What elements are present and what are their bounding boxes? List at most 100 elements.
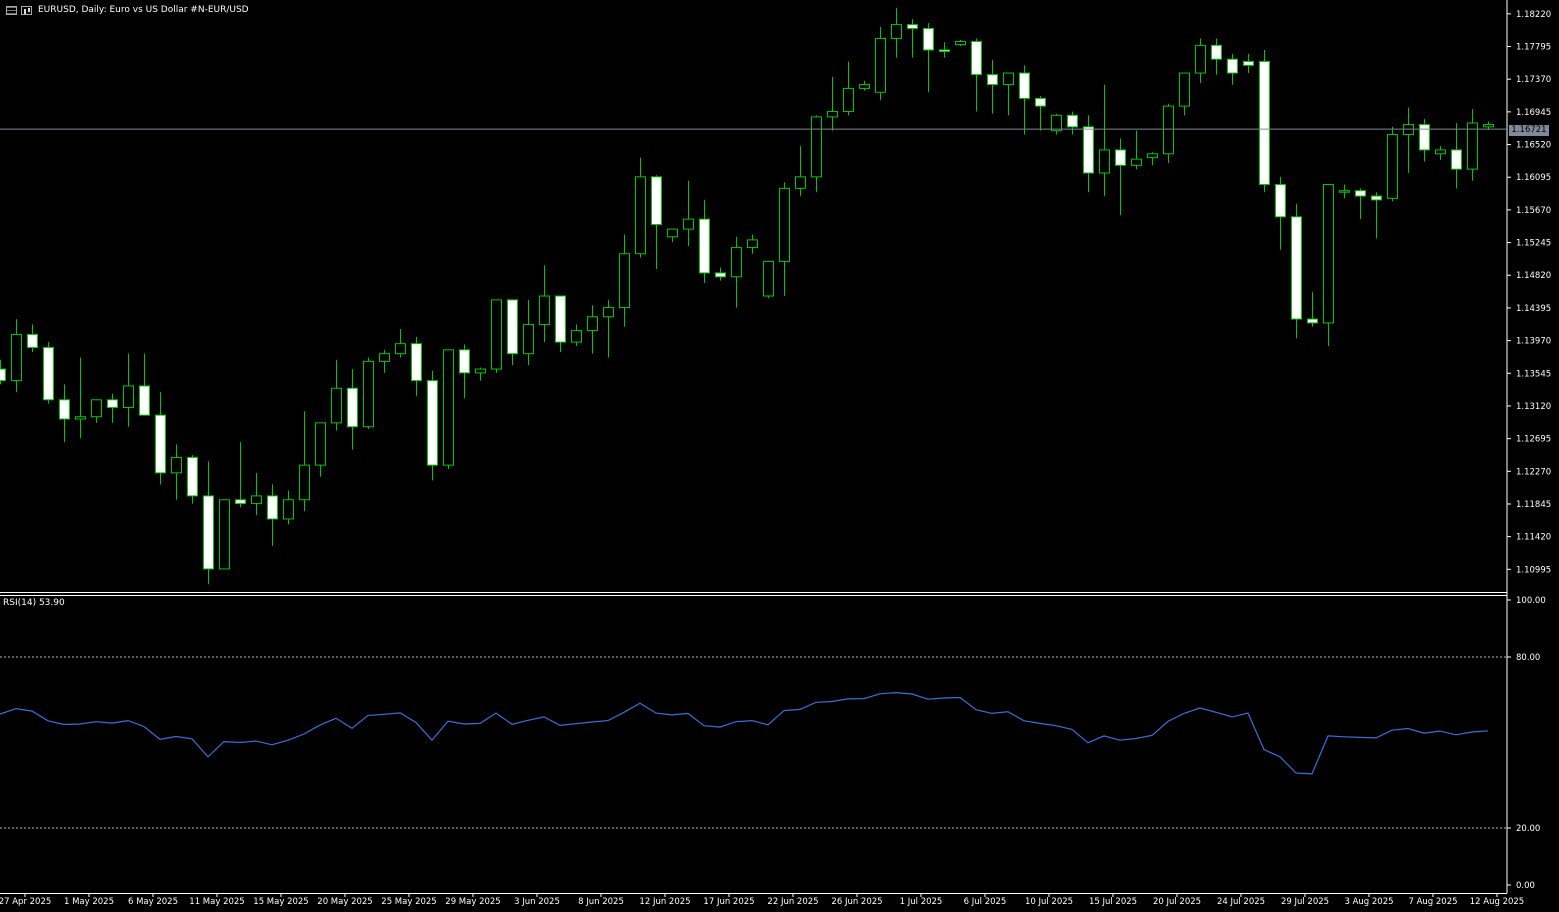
bull-candle-body	[1003, 72, 1014, 86]
candle	[1115, 138, 1126, 216]
price-tick-label: 1.18220	[1516, 10, 1551, 20]
price-tick-label: 1.14820	[1516, 271, 1551, 281]
bull-candle-body	[955, 41, 966, 46]
bull-candle-body	[363, 360, 374, 428]
bull-candle-body	[331, 387, 342, 424]
time-tick-label: 3 Aug 2025	[1344, 897, 1393, 907]
chart-window-icon[interactable]	[21, 5, 32, 15]
rsi-tick-label: 0.00	[1516, 881, 1535, 891]
bull-candle-body	[779, 187, 790, 262]
bear-candle-body	[715, 272, 726, 278]
price-tick-label: 1.14395	[1516, 304, 1551, 314]
bull-candle-body	[219, 499, 230, 570]
candle	[1195, 38, 1206, 84]
bull-candle-body	[875, 37, 886, 93]
bull-candle-body	[1051, 114, 1062, 132]
bear-candle-body	[907, 24, 918, 29]
bull-candle-body	[747, 239, 758, 249]
bull-candle-body	[1467, 122, 1478, 170]
bear-candle-body	[1115, 149, 1126, 166]
candle	[427, 370, 438, 481]
bull-candle-body	[571, 330, 582, 343]
candle	[59, 384, 70, 443]
candle	[107, 393, 118, 423]
candle	[475, 367, 486, 381]
bull-candle-body	[315, 422, 326, 466]
bull-candle-body	[11, 333, 22, 382]
bull-candle-body	[523, 323, 534, 355]
time-tick-label: 17 Jun 2025	[703, 897, 754, 907]
price-tick-label: 1.13120	[1516, 402, 1551, 412]
candle	[123, 353, 134, 427]
candle	[155, 392, 166, 485]
rsi-tick-label: 20.00	[1516, 824, 1540, 834]
candle	[1147, 152, 1158, 166]
bull-candle-body	[1099, 149, 1110, 174]
candle	[283, 490, 294, 525]
candle	[1323, 184, 1334, 346]
candle	[0, 359, 6, 385]
bull-candle-body	[395, 343, 406, 355]
price-tick-label: 1.13545	[1516, 369, 1551, 379]
candle	[731, 236, 742, 308]
price-tick-label: 1.11845	[1516, 500, 1551, 510]
bear-candle-body	[555, 295, 566, 343]
candle	[1403, 107, 1414, 173]
candle	[635, 157, 646, 258]
bull-candle-body	[683, 218, 694, 230]
bull-candle-body	[1435, 149, 1446, 155]
price-tick-label: 1.12695	[1516, 435, 1551, 445]
candle	[571, 324, 582, 346]
price-tick-label: 1.16520	[1516, 141, 1551, 151]
candle	[1083, 115, 1094, 193]
candle	[1035, 96, 1046, 131]
candle	[1435, 146, 1446, 160]
candle	[539, 265, 550, 343]
bull-candle-body	[1195, 44, 1206, 74]
bull-candle-body	[283, 499, 294, 520]
bear-candle-body	[651, 176, 662, 225]
time-tick-label: 24 Jul 2025	[1217, 897, 1265, 907]
candle	[1019, 65, 1030, 135]
bear-candle-body	[507, 299, 518, 355]
candle	[971, 38, 982, 112]
bull-candle-body	[763, 260, 774, 297]
time-tick-label: 10 Jul 2025	[1025, 897, 1073, 907]
candle	[1419, 119, 1430, 162]
price-tick-label: 1.15670	[1516, 206, 1551, 216]
candle	[43, 342, 54, 404]
candle	[1131, 130, 1142, 170]
current-price-tag: 1.16721	[1509, 125, 1549, 136]
candle	[667, 228, 678, 243]
time-tick-label: 12 Aug 2025	[1470, 897, 1524, 907]
time-tick-label: 25 May 2025	[381, 897, 436, 907]
candle	[363, 357, 374, 430]
bull-candle-body	[379, 353, 390, 362]
bear-candle-body	[1419, 124, 1430, 151]
time-tick-label: 20 Jul 2025	[1153, 897, 1201, 907]
candle	[331, 359, 342, 431]
bear-candle-body	[1083, 126, 1094, 174]
bear-candle-body	[1307, 318, 1318, 324]
bull-candle-body	[1131, 158, 1142, 166]
candle	[523, 299, 534, 366]
candle	[267, 484, 278, 546]
bull-candle-body	[795, 176, 806, 189]
bull-candle-body	[1179, 72, 1190, 107]
bull-candle-body	[123, 385, 134, 408]
bear-candle-body	[187, 456, 198, 497]
price-tick-label: 1.17795	[1516, 43, 1551, 53]
bull-candle-body	[75, 416, 86, 420]
bear-candle-body	[1275, 184, 1286, 218]
candle	[347, 369, 358, 450]
time-tick-label: 26 Jun 2025	[831, 897, 882, 907]
candle	[1227, 53, 1238, 85]
candle	[1211, 38, 1222, 75]
price-tick-label: 1.15245	[1516, 239, 1551, 249]
candle	[1163, 103, 1174, 163]
bull-candle-body	[91, 399, 102, 418]
bull-candle-body	[859, 84, 870, 89]
bar-grid-icon[interactable]	[6, 5, 17, 15]
bear-candle-body	[59, 399, 70, 420]
